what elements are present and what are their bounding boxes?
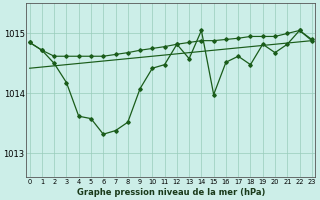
X-axis label: Graphe pression niveau de la mer (hPa): Graphe pression niveau de la mer (hPa) bbox=[76, 188, 265, 197]
